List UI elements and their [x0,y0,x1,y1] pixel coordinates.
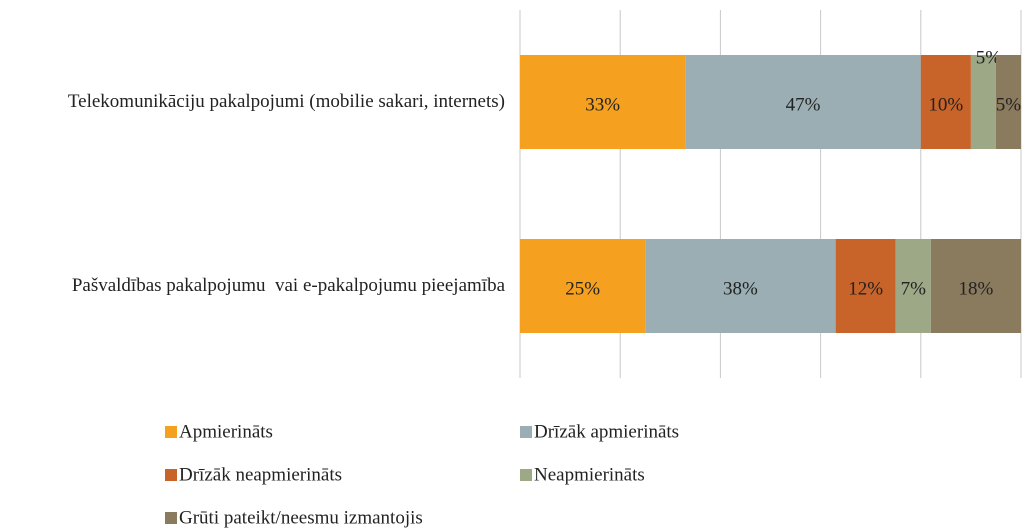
legend-swatch [520,426,532,438]
legend-swatch [165,469,177,481]
bar-segment [685,55,921,149]
category-label: Telekomunikāciju pakalpojumi (mobilie sa… [67,91,505,112]
bar-segment [970,55,996,149]
bar-segment [835,239,896,333]
bar-segment [520,55,686,149]
data-label: 12% [848,278,883,299]
bar-segment [995,55,1021,149]
bar-segment [520,239,646,333]
legend-swatch [165,512,177,524]
data-label: 18% [958,278,993,299]
bar-segment [895,239,931,333]
data-label: 25% [565,278,600,299]
data-label: 38% [723,278,758,299]
legend-swatch [520,469,532,481]
legend-label: Drīzāk neapmierināts [179,464,342,485]
data-label: 7% [901,278,927,299]
legend-label: Grūti pateikt/neesmu izmantojis [179,507,423,528]
bar-segment [930,239,1021,333]
bar-segment [645,239,836,333]
data-label: 33% [585,94,620,115]
data-label: 5% [996,94,1022,115]
legend-label: Drīzāk apmierināts [534,421,679,442]
category-label: Pašvaldības pakalpojumu vai e-pakalpojum… [71,275,505,296]
data-label: 5% [976,47,1002,68]
legend-label: Apmierināts [179,421,273,442]
data-label: 10% [928,94,963,115]
legend-swatch [165,426,177,438]
data-label: 47% [786,94,821,115]
legend-label: Neapmierināts [534,464,645,485]
bar-segment [920,55,971,149]
